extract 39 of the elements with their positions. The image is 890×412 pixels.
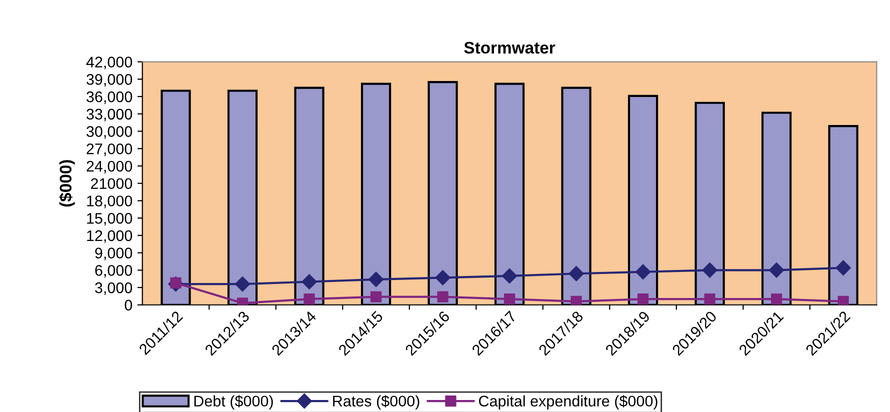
point — [838, 296, 849, 305]
point — [502, 268, 518, 284]
point — [370, 291, 382, 302]
legend-label: Debt ($000) — [194, 395, 273, 410]
y-tick-label: 33,000 — [86, 108, 132, 122]
y-tick-label: 24,000 — [86, 160, 132, 174]
point — [435, 270, 450, 286]
y-axis-title: ($000) — [59, 160, 75, 207]
y-tick-label: 6,000 — [95, 265, 132, 278]
point — [368, 272, 384, 287]
point — [568, 266, 584, 282]
point — [704, 294, 716, 305]
y-tick-label: 42,000 — [86, 56, 132, 70]
y-tick-label: 27,000 — [86, 143, 132, 156]
y-tick-label: 12,000 — [87, 230, 132, 243]
y-tick-label: 36,000 — [86, 91, 132, 104]
y-tick-label: 30,000 — [86, 126, 132, 139]
point — [504, 294, 516, 305]
point — [702, 262, 718, 278]
y-tick-label: 3,000 — [95, 282, 132, 296]
point — [437, 291, 448, 302]
point — [234, 276, 250, 292]
y-tick-label: 15,000 — [87, 212, 132, 226]
point — [302, 274, 317, 290]
y-tick-label: 0 — [124, 300, 132, 311]
point — [570, 296, 582, 305]
point — [635, 264, 651, 280]
y-tick-label: 18,000 — [87, 196, 132, 208]
y-tick-label: 39,000 — [86, 74, 132, 87]
y-tick-label: 21000 — [90, 178, 132, 190]
legend-label: Capital expenditure ($000) — [479, 395, 658, 410]
point — [768, 262, 784, 278]
legend-label: Rates ($000) — [333, 395, 420, 410]
point — [770, 294, 782, 305]
point — [637, 294, 649, 305]
chart-title: Stormwater — [464, 42, 556, 54]
point — [304, 294, 315, 305]
point — [836, 260, 851, 276]
y-tick-label: 9,000 — [95, 248, 132, 260]
